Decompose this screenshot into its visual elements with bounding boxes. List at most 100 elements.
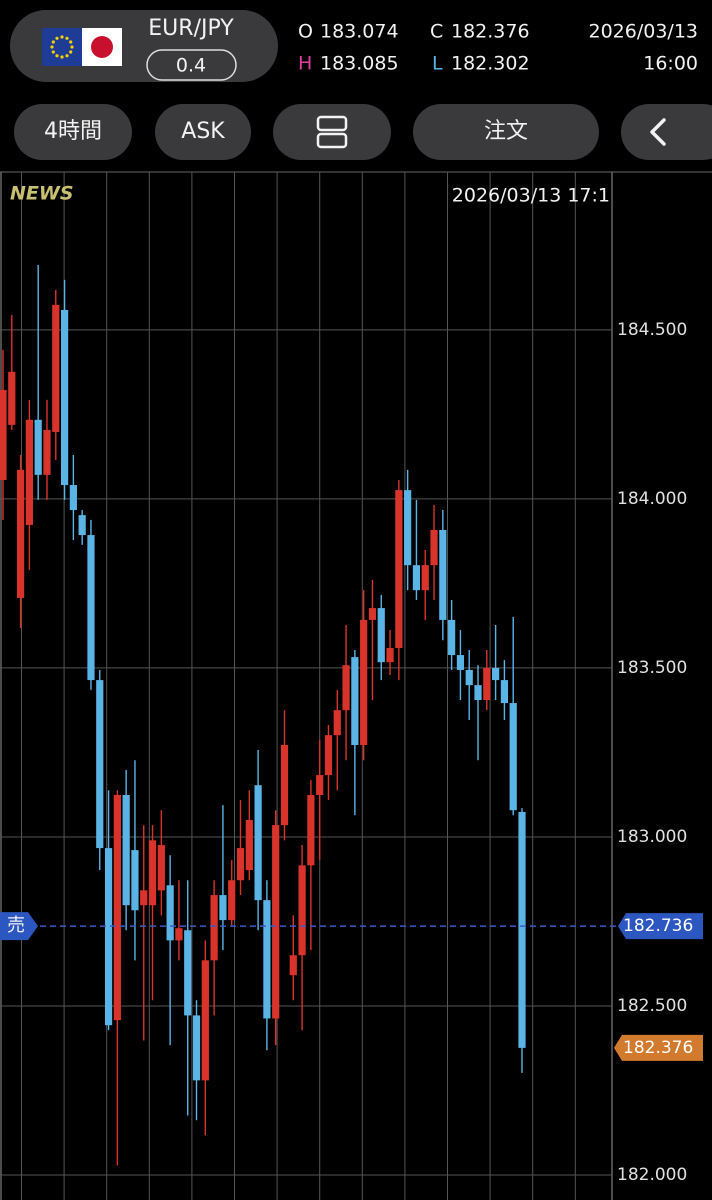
candle-body	[316, 775, 324, 796]
candle-body	[254, 785, 262, 901]
candle-body	[16, 469, 25, 598]
y-tick-label: 182.500	[617, 996, 687, 1016]
candle-body	[34, 419, 42, 475]
date: 2026/03/13	[588, 21, 698, 43]
candle-body	[351, 657, 359, 745]
candle-body	[8, 371, 16, 425]
high-value: 183.085	[320, 53, 399, 75]
low-value: 182.302	[451, 53, 530, 75]
candle-body	[509, 703, 517, 811]
order: 注文	[484, 119, 528, 144]
candle-body	[272, 825, 280, 1019]
layout-icon	[316, 115, 348, 132]
candle-body	[263, 900, 271, 1019]
candle-body	[377, 608, 385, 663]
y-tick-label: 183.500	[617, 658, 687, 678]
last-price-tag	[614, 1034, 703, 1061]
candle-body	[307, 795, 315, 866]
layout-button[interactable]	[273, 104, 391, 160]
y-tick-label: 184.500	[617, 320, 687, 340]
layout-icon	[316, 132, 348, 149]
close-value: 182.376	[451, 21, 530, 43]
candle-body	[289, 955, 297, 976]
candle-body	[184, 930, 192, 1016]
candle-body	[430, 529, 438, 566]
candle-body	[192, 1015, 201, 1081]
candle-body	[474, 685, 482, 701]
candle-body	[412, 565, 421, 591]
candle-body	[25, 419, 33, 525]
candle-body	[439, 529, 447, 620]
bid-side-tag	[0, 912, 38, 941]
eu-flag	[42, 28, 82, 66]
candle-body	[175, 928, 183, 941]
candle-body	[52, 304, 60, 432]
candle-body	[421, 565, 429, 591]
bid-price-tag	[618, 913, 703, 940]
candle-body	[96, 680, 104, 849]
candle-body	[280, 744, 289, 826]
candle-body	[333, 710, 341, 736]
last-price-label: 182.376	[623, 1038, 693, 1058]
low-label: L	[432, 53, 443, 75]
candle-body	[113, 795, 121, 1021]
order-button[interactable]	[413, 104, 599, 160]
candle-body	[69, 485, 77, 511]
y-tick-label: 182.000	[617, 1165, 687, 1185]
candle-body	[166, 885, 174, 941]
time-grid	[21, 172, 576, 1200]
pair-name: EUR/JPY	[148, 16, 234, 41]
candle-body	[201, 960, 209, 1081]
back-icon	[650, 118, 666, 146]
candle-body	[210, 895, 218, 961]
candle-body	[298, 865, 306, 956]
close-label: C	[430, 21, 443, 43]
candle-body	[483, 667, 491, 701]
open-value: 183.074	[320, 21, 399, 43]
candle-body	[456, 655, 465, 670]
news-label[interactable]: NEWS	[10, 183, 74, 205]
high-label: H	[298, 53, 312, 75]
side-button[interactable]	[155, 104, 251, 160]
y-tick-label: 183.000	[617, 827, 687, 847]
candle-body	[465, 669, 473, 686]
back-button[interactable]	[621, 104, 712, 160]
candle-body	[395, 490, 403, 648]
candle-body	[324, 735, 333, 776]
candle-body	[245, 820, 253, 871]
bid-side-label: 売	[7, 915, 25, 936]
time: 16:00	[643, 53, 698, 75]
candle-body	[386, 647, 394, 663]
jp-flag-sun	[91, 36, 113, 58]
spread-box	[146, 49, 237, 81]
timeframe-button[interactable]	[14, 104, 132, 160]
candle-body	[122, 795, 130, 906]
candle-body	[87, 535, 95, 681]
candle-body	[60, 309, 69, 486]
candle-body	[368, 608, 377, 620]
candle-body	[360, 619, 368, 745]
open-label: O	[298, 21, 313, 43]
candle-body	[0, 390, 7, 480]
candle-body	[78, 515, 86, 536]
candle-body	[131, 850, 139, 911]
candle-body	[404, 490, 412, 566]
candle-body	[342, 665, 350, 711]
y-tick-label: 184.000	[617, 489, 687, 509]
eu-stars	[50, 35, 74, 59]
candle-body	[140, 890, 148, 906]
candle-body	[148, 840, 157, 906]
candle-body	[104, 848, 113, 1026]
candle-body	[518, 811, 526, 1048]
candle-body	[157, 845, 165, 891]
bid-price-label: 182.736	[623, 916, 693, 936]
side: ASK	[181, 119, 225, 144]
spread: 0.4	[176, 55, 206, 77]
candle-body	[492, 667, 500, 681]
candle-body	[228, 880, 236, 921]
candle-body	[219, 895, 227, 921]
candle-body	[43, 429, 51, 475]
candle-body	[448, 619, 456, 656]
timestamp: 2026/03/13 17:1	[452, 185, 610, 207]
